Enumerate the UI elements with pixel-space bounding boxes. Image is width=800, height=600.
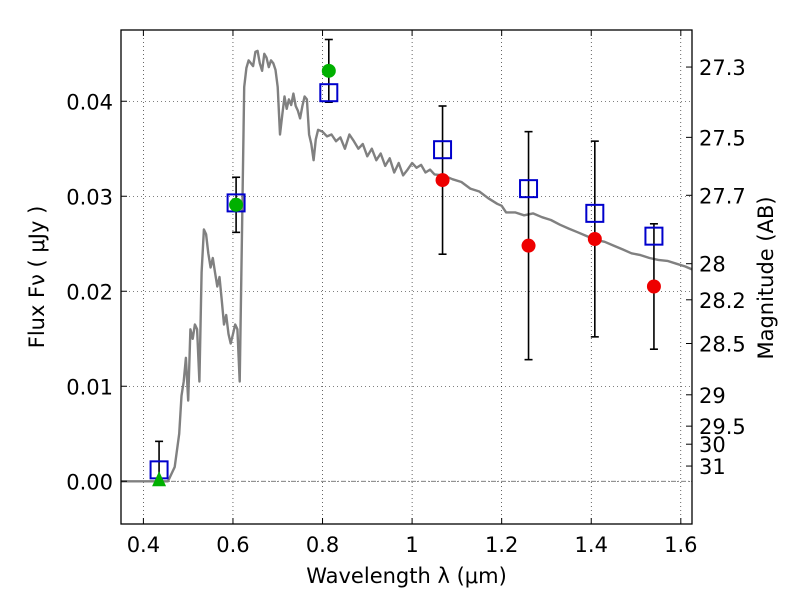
model-spectrum-line — [121, 49, 693, 483]
observed-flux-point — [435, 173, 450, 188]
observed-flux-point — [646, 279, 661, 294]
magnitude-tick-label: 27.5 — [699, 126, 746, 150]
observed-flux-point — [587, 232, 602, 246]
x-tick-label: 0.6 — [216, 533, 249, 557]
x-tick-label: 0.8 — [306, 533, 339, 557]
y-tick-label: 0.00 — [66, 470, 113, 494]
magnitude-tick-label: 28.2 — [699, 289, 746, 313]
x-tick-label: 0.4 — [127, 533, 160, 557]
magnitude-tick-label: 28 — [699, 253, 726, 277]
marker-layer — [149, 63, 664, 487]
x-tick-label: 1.6 — [664, 533, 697, 557]
magnitude-tick-label: 31 — [699, 455, 726, 479]
magnitude-tick-label: 30 — [699, 433, 726, 457]
magnitude-tick-label: 29.5 — [699, 415, 746, 439]
tick-layer: 0.4 0.6 0.8 1 1.2 1.4 1.6 0.00 0.01 0.02 0.03 0.04 2… — [66, 30, 746, 557]
y-tick-label: 0.03 — [66, 185, 113, 209]
y-tick-label: 0.02 — [66, 280, 113, 304]
x-tick-label: 1.2 — [485, 533, 518, 557]
magnitude-tick-label: 28.5 — [699, 333, 746, 357]
magnitude-axis-label: Magnitude (AB) — [754, 196, 778, 359]
x-axis-label: Wavelength λ (μm) — [306, 564, 507, 588]
y-tick-label: 0.04 — [66, 90, 113, 114]
plot-frame — [120, 29, 693, 525]
magnitude-tick-label: 27.7 — [699, 184, 746, 208]
spectrum-layer — [121, 49, 693, 483]
model-photometry-square — [319, 83, 339, 103]
magnitude-tick-label: 27.3 — [699, 56, 746, 80]
model-photometry-square — [644, 226, 664, 246]
x-tick-label: 1 — [405, 533, 418, 557]
observed-flux-point — [521, 238, 536, 253]
magnitude-tick-label: 29 — [699, 384, 726, 408]
upper-limit-triangle — [152, 471, 167, 487]
grid-layer — [121, 30, 692, 524]
observed-flux-point — [321, 63, 336, 78]
y-tick-label: 0.01 — [66, 375, 113, 399]
model-photometry-square — [585, 203, 605, 223]
model-photometry-square — [433, 140, 453, 160]
observed-flux-point — [229, 197, 244, 212]
y-axis-label: Flux Fν ( μJy ) — [25, 206, 49, 349]
x-tick-label: 1.4 — [575, 533, 608, 557]
errorbar-layer — [155, 38, 658, 482]
model-photometry-square — [519, 179, 539, 199]
